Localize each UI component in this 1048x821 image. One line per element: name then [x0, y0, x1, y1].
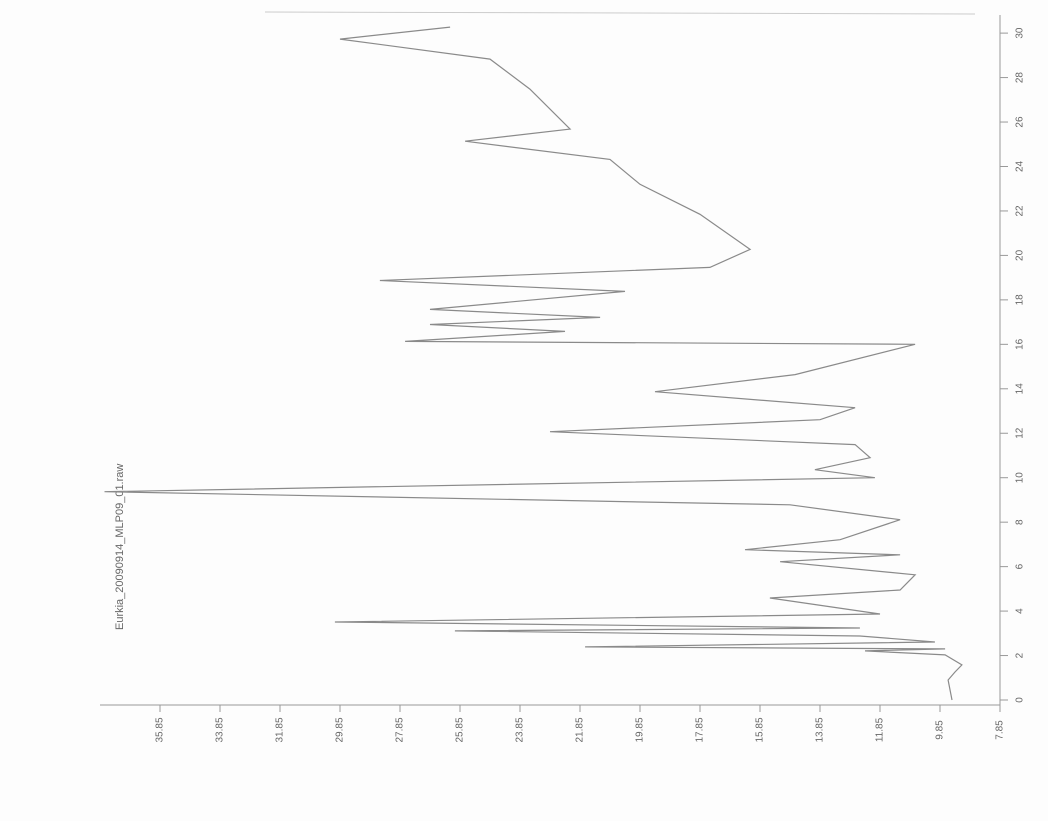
x-tick-label: 20: [1015, 249, 1026, 261]
x-tick-label: 0: [1015, 697, 1026, 703]
y-tick-label: 19.85: [635, 717, 646, 742]
x-tick-label: 2: [1015, 652, 1026, 658]
x-tick-label: 24: [1015, 160, 1026, 172]
x-tick-label: 6: [1015, 563, 1026, 569]
x-tick-label: 18: [1015, 294, 1026, 306]
y-tick-label: 25.85: [455, 717, 466, 742]
x-tick-label: 26: [1015, 116, 1026, 128]
chart-title: Eurkia_20090914_MLP09_01.raw: [114, 464, 126, 630]
x-tick-label: 30: [1015, 27, 1026, 39]
y-tick-label: 29.85: [335, 717, 346, 742]
top-border: [264, 11, 976, 15]
y-tick-label: 13.85: [815, 717, 826, 742]
y-tick-label: 15.85: [755, 717, 766, 742]
y-tick-label: 9.85: [935, 720, 946, 740]
y-tick-label: 35.85: [155, 717, 166, 742]
x-tick-label: 12: [1015, 427, 1026, 439]
y-tick-label: 33.85: [215, 717, 226, 742]
y-tick-label: 21.85: [575, 717, 586, 742]
y-tick-label: 11.85: [875, 717, 886, 742]
trace: [104, 26, 963, 701]
y-tick-label: 23.85: [515, 717, 526, 742]
x-tick-label: 16: [1015, 338, 1026, 350]
x-tick-label: 10: [1015, 472, 1026, 484]
y-tick-label: 31.85: [275, 717, 286, 742]
y-tick-label: 27.85: [395, 717, 406, 742]
x-tick-label: 28: [1015, 72, 1026, 84]
y-tick-label: 17.85: [695, 717, 706, 742]
x-tick-label: 14: [1015, 383, 1026, 395]
x-tick-label: 22: [1015, 205, 1026, 217]
x-tick-label: 4: [1015, 608, 1026, 614]
y-tick-label: 7.85: [995, 720, 1006, 740]
x-tick-label: 8: [1015, 519, 1026, 525]
